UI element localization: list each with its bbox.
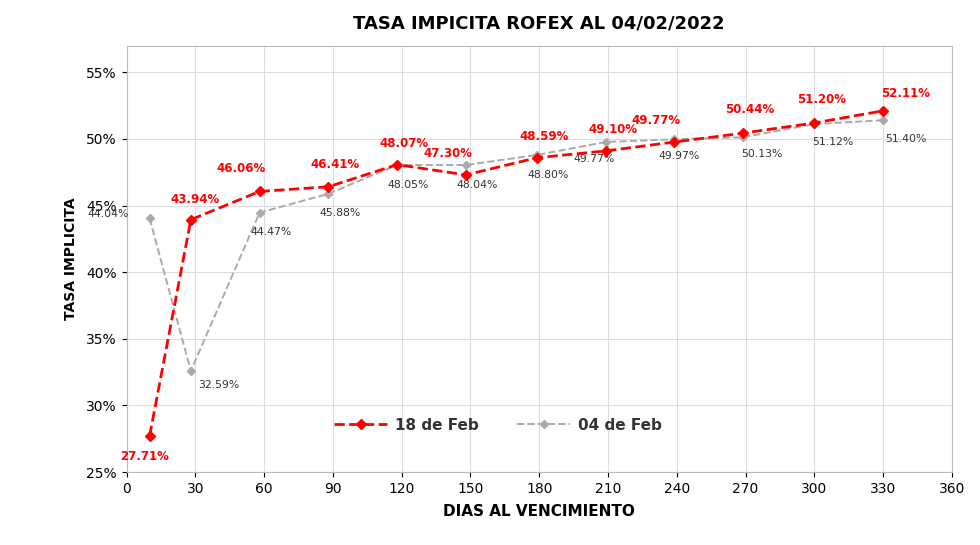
Legend: 18 de Feb, 04 de Feb: 18 de Feb, 04 de Feb bbox=[328, 411, 668, 439]
Text: 49.77%: 49.77% bbox=[573, 154, 614, 164]
Text: 46.41%: 46.41% bbox=[311, 158, 360, 171]
Text: 44.47%: 44.47% bbox=[251, 227, 292, 237]
Title: TASA IMPICITA ROFEX AL 04/02/2022: TASA IMPICITA ROFEX AL 04/02/2022 bbox=[354, 15, 725, 33]
Y-axis label: TASA IMPLICITA: TASA IMPLICITA bbox=[64, 197, 78, 320]
Text: 48.59%: 48.59% bbox=[519, 130, 568, 143]
Text: 52.11%: 52.11% bbox=[881, 87, 930, 100]
Text: 51.12%: 51.12% bbox=[812, 137, 854, 147]
Text: 50.13%: 50.13% bbox=[741, 149, 782, 159]
Text: 48.80%: 48.80% bbox=[527, 169, 569, 180]
Text: 43.94%: 43.94% bbox=[171, 193, 220, 207]
Text: 48.04%: 48.04% bbox=[457, 180, 498, 190]
Text: 46.06%: 46.06% bbox=[217, 162, 266, 175]
Text: 49.10%: 49.10% bbox=[588, 123, 637, 136]
Text: 51.40%: 51.40% bbox=[885, 134, 927, 143]
Text: 47.30%: 47.30% bbox=[423, 147, 472, 160]
Text: 45.88%: 45.88% bbox=[319, 209, 361, 219]
Text: 44.04%: 44.04% bbox=[87, 209, 129, 219]
Text: 48.07%: 48.07% bbox=[379, 137, 428, 150]
Text: 27.71%: 27.71% bbox=[121, 450, 170, 463]
X-axis label: DIAS AL VENCIMIENTO: DIAS AL VENCIMIENTO bbox=[443, 504, 635, 519]
Text: 49.97%: 49.97% bbox=[659, 152, 700, 161]
Text: 32.59%: 32.59% bbox=[198, 380, 239, 390]
Text: 49.77%: 49.77% bbox=[631, 114, 681, 128]
Text: 50.44%: 50.44% bbox=[725, 103, 775, 116]
Text: 51.20%: 51.20% bbox=[797, 93, 846, 106]
Text: 48.05%: 48.05% bbox=[388, 179, 429, 190]
